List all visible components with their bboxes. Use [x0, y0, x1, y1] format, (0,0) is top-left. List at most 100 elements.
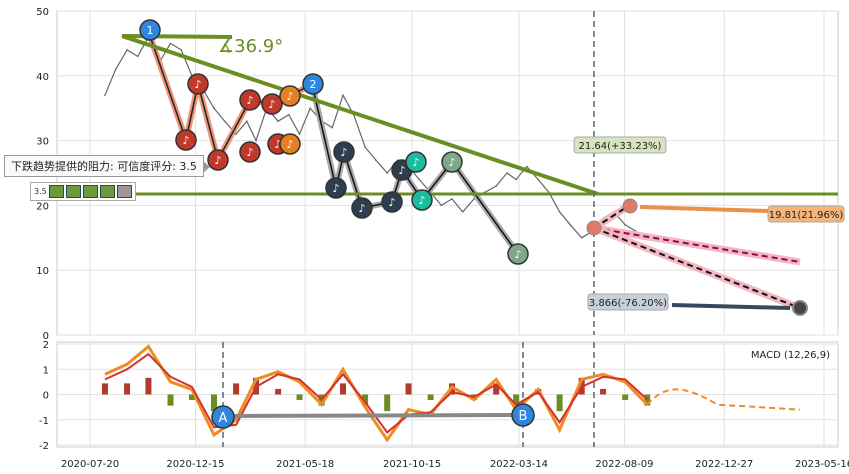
- x-tick-label: 2020-12-15: [166, 459, 224, 470]
- pattern-marker: [351, 197, 373, 219]
- wave-marker: [139, 19, 161, 41]
- price-point: [126, 49, 128, 51]
- projection-line: [593, 227, 801, 309]
- note-icon: ♪: [286, 138, 293, 151]
- trendline-descending: [121, 34, 599, 196]
- pattern-marker: [187, 73, 209, 95]
- histogram-bar: [362, 394, 369, 406]
- pattern-marker: [279, 85, 301, 107]
- price-point: [342, 94, 344, 97]
- price-point: [473, 198, 475, 200]
- price-point: [569, 224, 572, 226]
- y-tick-label: 2: [43, 340, 49, 351]
- price-point: [223, 120, 226, 122]
- rating-score: 3.5: [34, 187, 47, 196]
- histogram-bar: [384, 394, 391, 412]
- note-icon: ♪: [246, 146, 253, 159]
- x-tick-label: 2022-08-09: [595, 459, 653, 470]
- trendline-top: [121, 34, 233, 39]
- note-icon: ♪: [412, 156, 419, 169]
- note-icon: ♪: [268, 98, 275, 111]
- histogram-bar: [145, 377, 152, 395]
- y-tick-label: 40: [36, 72, 49, 83]
- target-arrow: [671, 303, 791, 310]
- y-tick-label: 0: [43, 391, 49, 402]
- divergence-label-marker: [511, 403, 535, 427]
- note-icon: ♪: [418, 194, 425, 207]
- pattern-marker: [279, 133, 301, 155]
- histogram-bar: [493, 383, 500, 395]
- price-point: [558, 211, 561, 213]
- y-tick-label: 50: [36, 7, 49, 18]
- note-icon: ♪: [182, 134, 189, 147]
- callout-box: [573, 136, 667, 154]
- y-tick-label: 0: [43, 331, 49, 342]
- y-tick-label: 20: [36, 201, 49, 212]
- projection-end: [792, 300, 808, 316]
- price-point: [624, 224, 626, 226]
- price-point: [255, 139, 257, 142]
- histogram-bar: [513, 394, 520, 406]
- divergence-label-marker: [211, 405, 235, 429]
- star-empty-icon: [116, 185, 132, 198]
- note-icon: ♪: [214, 154, 221, 167]
- callout-label: 21.64(+33.23%): [579, 141, 662, 152]
- note-icon: ♪: [388, 196, 395, 209]
- y-tick-label: -2: [39, 441, 49, 452]
- price-point: [364, 146, 366, 148]
- price-point: [235, 133, 237, 135]
- histogram-bar: [233, 383, 240, 395]
- wave-label: 2: [310, 78, 317, 91]
- note-icon: ♪: [514, 248, 521, 261]
- histogram-bar: [644, 394, 651, 406]
- note-icon: ♪: [286, 90, 293, 103]
- price-point: [451, 198, 453, 200]
- pattern-marker: [239, 141, 261, 163]
- histogram-bar: [296, 394, 303, 401]
- x-tick-label: 2020-07-20: [61, 459, 119, 470]
- macd-line: [104, 344, 649, 443]
- pattern-marker: [239, 89, 261, 111]
- projection-point: [622, 198, 638, 214]
- divergence-line: [222, 413, 524, 418]
- pattern-marker: [507, 243, 529, 265]
- histogram-bar: [210, 394, 217, 412]
- histogram-bar: [124, 383, 131, 395]
- projection-line: [593, 227, 801, 263]
- rating-badge: 3.5: [30, 182, 136, 201]
- star-icon: [65, 185, 81, 198]
- price-point: [104, 94, 106, 97]
- price-point: [374, 159, 377, 161]
- price-point: [298, 133, 301, 135]
- x-tick-label: 2021-10-15: [383, 459, 441, 470]
- price-point: [114, 68, 117, 71]
- price-point: [386, 172, 388, 174]
- price-point: [169, 42, 172, 45]
- projection-start: [586, 220, 602, 236]
- target-arrow: [639, 205, 769, 213]
- pattern-marker: [441, 151, 463, 173]
- divergence-label: B: [519, 409, 528, 424]
- macd-title: MACD (12,26,9): [751, 350, 830, 361]
- price-point: [461, 211, 464, 213]
- price-point: [180, 49, 183, 51]
- price-point: [537, 178, 540, 181]
- note-icon: ♪: [340, 146, 347, 159]
- price-point: [213, 107, 215, 109]
- pattern-marker: [411, 189, 433, 211]
- callout-box: [587, 293, 669, 311]
- note-icon: ♪: [332, 182, 339, 195]
- x-tick-label: 2022-12-27: [695, 459, 753, 470]
- histogram-bar: [167, 394, 174, 406]
- wave-label: 1: [147, 24, 154, 37]
- star-icon: [48, 185, 64, 198]
- y-tick-label: 10: [36, 266, 49, 277]
- price-point: [309, 107, 312, 109]
- note-icon: ♪: [448, 156, 455, 169]
- resistance-tooltip: 下跌趋势提供的阻力: 可信度评分: 3.5: [4, 155, 210, 177]
- price-point: [580, 237, 583, 239]
- pattern-marker: [261, 93, 283, 115]
- angle-label: ∡36.9°: [218, 36, 283, 57]
- note-icon: ♪: [246, 94, 253, 107]
